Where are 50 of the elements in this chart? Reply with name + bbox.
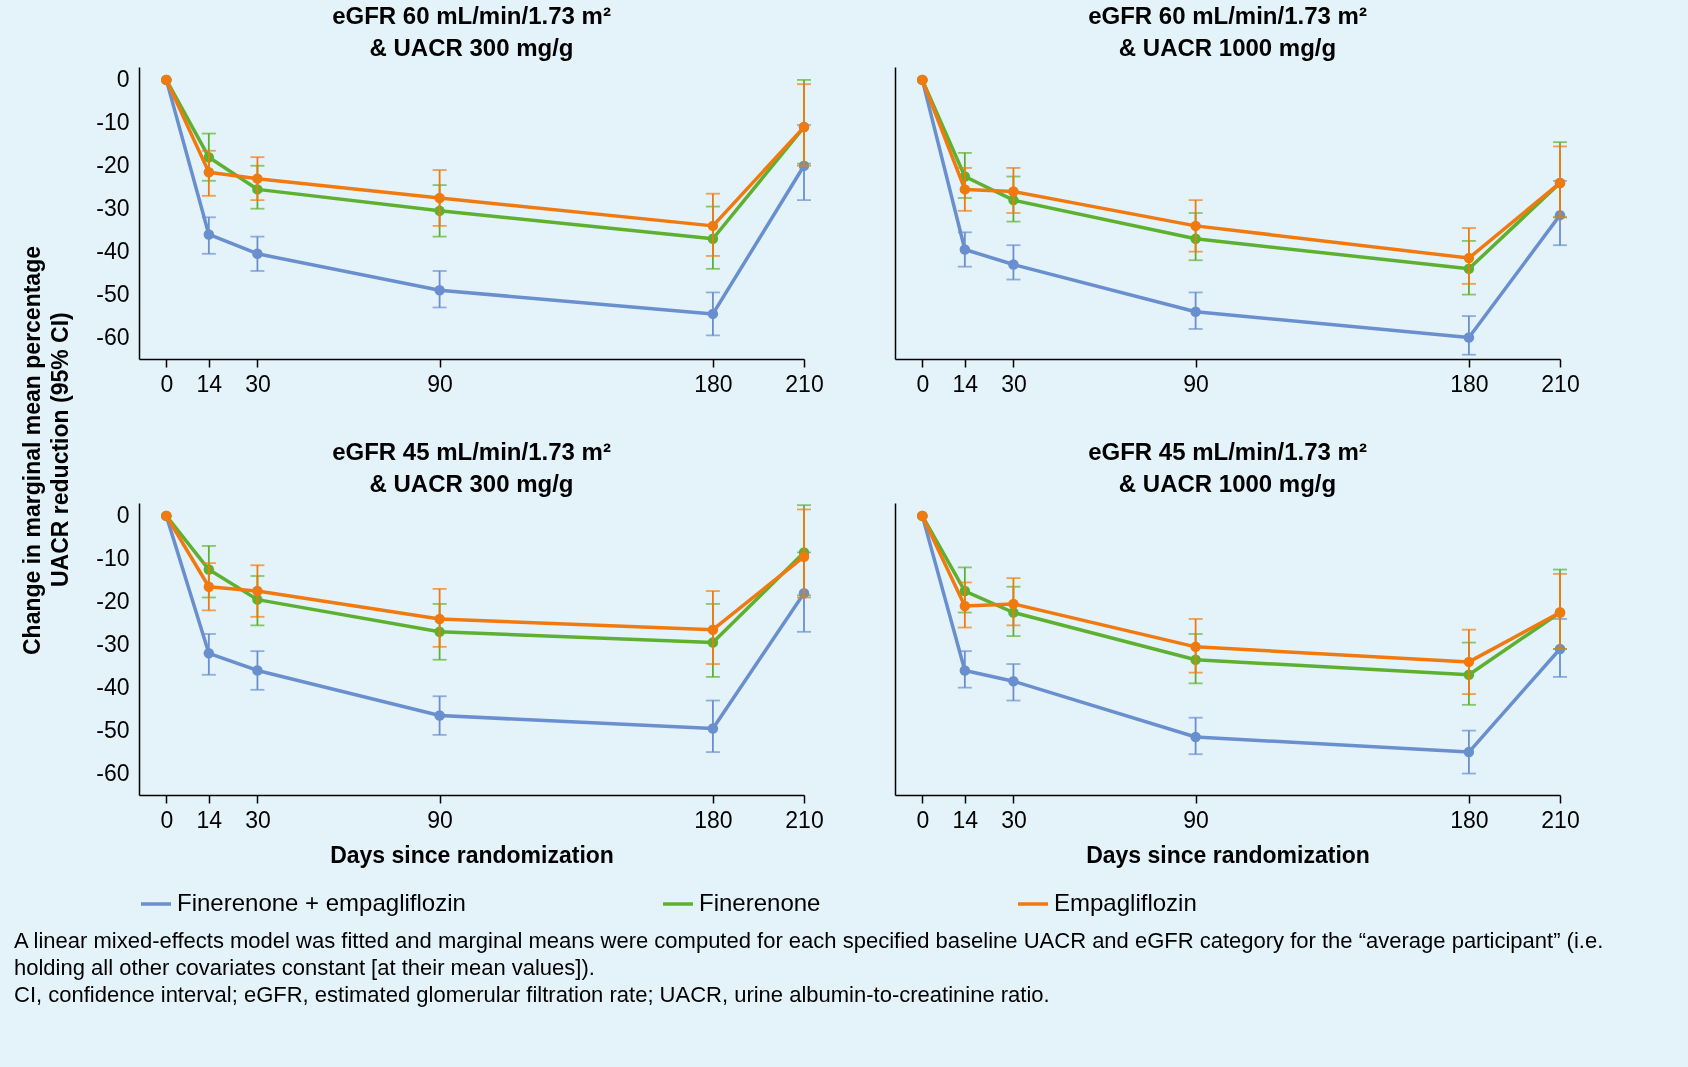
y-tick-label: -20	[96, 152, 130, 179]
legend-label: Empagliflozin	[1054, 889, 1197, 916]
y-tick-label: -20	[96, 588, 130, 615]
x-tick-label: 0	[160, 806, 174, 833]
x-tick-label: 14	[952, 370, 979, 397]
x-tick-label: 210	[1541, 806, 1580, 833]
x-tick-label: 90	[1183, 370, 1209, 397]
y-tick-label: -40	[96, 674, 130, 701]
x-axis-title: Days since randomization	[1086, 841, 1370, 868]
x-tick-label: 30	[245, 370, 271, 397]
x-tick-label: 0	[916, 806, 930, 833]
x-tick-label: 30	[1001, 806, 1027, 833]
y-tick-label: -30	[96, 631, 130, 658]
y-tick-label: -10	[96, 545, 130, 572]
x-tick-label: 14	[952, 806, 979, 833]
x-tick-label: 180	[694, 806, 733, 833]
legend-label: Finerenone	[699, 889, 821, 916]
x-tick-label: 30	[1001, 370, 1027, 397]
x-tick-label: 90	[427, 370, 453, 397]
chart-title: eGFR 60 mL/min/1.73 m² & UACR 1000 mg/g	[1088, 2, 1367, 61]
x-tick-label: 0	[916, 370, 930, 397]
x-tick-label: 180	[1450, 370, 1489, 397]
y-tick-label: 0	[116, 502, 130, 529]
x-tick-label: 90	[427, 806, 453, 833]
text: A linear mixed-effects model was fitted and marginal means were computed for each specified baseline UACR and eGFR category for the “average participant” (i.e. holding all other covariates constant [at their mean values]).	[14, 927, 1605, 981]
y-tick-label: -50	[96, 717, 130, 744]
y-tick-label: -60	[96, 760, 130, 787]
x-tick-label: 14	[196, 806, 223, 833]
x-tick-label: 14	[196, 370, 223, 397]
x-tick-label: 210	[785, 370, 824, 397]
x-tick-label: 0	[160, 370, 174, 397]
y-tick-label: -10	[96, 109, 130, 136]
y-tick-label: 0	[116, 66, 130, 93]
chart-title: eGFR 60 mL/min/1.73 m² & UACR 300 mg/g	[332, 2, 611, 61]
x-tick-label: 90	[1183, 806, 1209, 833]
y-tick-label: -30	[96, 195, 130, 222]
x-tick-label: 180	[694, 370, 733, 397]
y-tick-label: -40	[96, 238, 130, 265]
x-tick-label: 210	[785, 806, 824, 833]
y-axis-title: Change in marginal mean percentage UACR reduction (95% CI)	[18, 244, 74, 657]
x-tick-label: 180	[1450, 806, 1489, 833]
legend-label: Finerenone + empagliflozin	[177, 889, 466, 916]
chart-title: eGFR 45 mL/min/1.73 m² & UACR 1000 mg/g	[1088, 438, 1367, 497]
y-tick-label: -50	[96, 281, 130, 308]
x-axis-title: Days since randomization	[330, 841, 614, 868]
text: CI, confidence interval; eGFR, estimated glomerular filtration rate; UACR, urine albumin-to-creatinine ratio.	[14, 981, 1051, 1008]
x-tick-label: 30	[245, 806, 271, 833]
y-tick-label: -60	[96, 324, 130, 351]
chart-title: eGFR 45 mL/min/1.73 m² & UACR 300 mg/g	[332, 438, 611, 497]
x-tick-label: 210	[1541, 370, 1580, 397]
